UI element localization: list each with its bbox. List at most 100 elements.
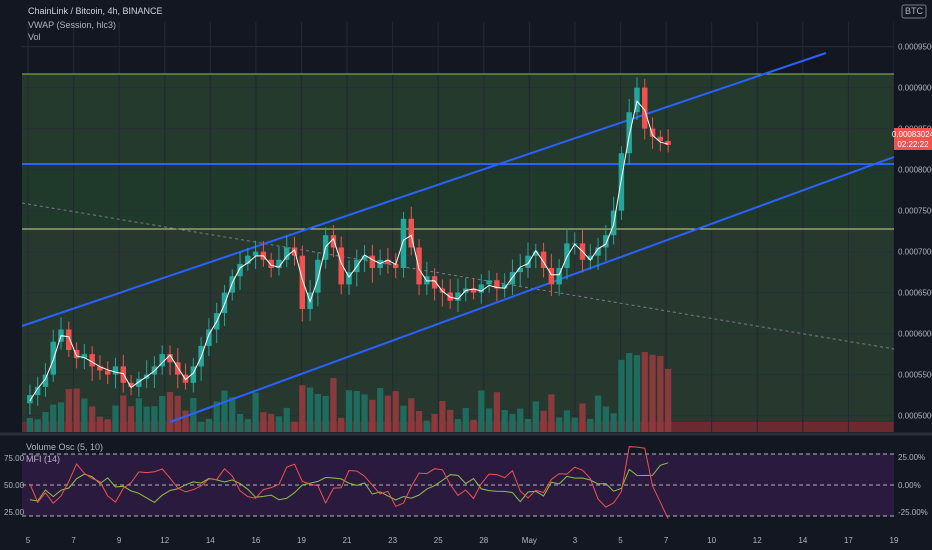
- volume-bar: [275, 416, 283, 432]
- volume-bar: [587, 418, 594, 432]
- time-tick-label: 14: [206, 536, 215, 545]
- candle-body: [361, 255, 368, 260]
- candle-body: [595, 247, 601, 256]
- candle-body: [408, 218, 414, 248]
- volume-bar: [151, 406, 158, 432]
- candle-body: [556, 268, 562, 285]
- volume-bar: [182, 410, 189, 432]
- volume-bar: [306, 387, 314, 432]
- price-tick-label: 0.00055000: [898, 371, 932, 380]
- time-ticks: 5 7 9 12 14 16 19 21 23 25 28 May 3 5 7 10 12 14 17 19: [26, 536, 899, 545]
- channel-lower-line[interactable]: [169, 156, 895, 423]
- volume-bar: [96, 416, 104, 432]
- volume-bar: [120, 395, 127, 432]
- volume-legend: Vol: [28, 32, 41, 42]
- candle-body: [299, 255, 306, 309]
- vwap-legend: VWAP (Session, hlc3): [28, 20, 116, 30]
- candle-body: [190, 366, 197, 383]
- mfi-line: [29, 446, 669, 519]
- volume-bar: [579, 403, 586, 432]
- price-tick-label: 0.00080000: [898, 166, 932, 175]
- time-tick-label: 14: [798, 536, 807, 545]
- time-tick-label: 21: [343, 536, 352, 545]
- volume-bar: [205, 418, 213, 432]
- volume-bar: [408, 398, 415, 432]
- price-tick-label: 0.00095000: [898, 43, 932, 52]
- volume-bar: [244, 419, 251, 432]
- candle-body: [626, 112, 632, 154]
- candle-body: [455, 292, 461, 301]
- candle-body: [167, 354, 173, 363]
- volume-bar: [221, 390, 228, 432]
- volume-bar: [268, 413, 275, 432]
- candle-body: [533, 251, 539, 256]
- price-tick-label: 0.00070000: [898, 248, 932, 257]
- volume-bar: [104, 419, 111, 432]
- volume-bar: [283, 407, 290, 432]
- volume-bar: [353, 390, 360, 432]
- volume-bar: [299, 385, 306, 432]
- candle-body: [392, 263, 399, 268]
- candle-body: [603, 235, 609, 248]
- candle-body: [369, 255, 376, 268]
- volume-bar: [610, 413, 617, 432]
- candle-body: [245, 255, 251, 264]
- volume-bar: [493, 392, 500, 432]
- candle-body: [431, 276, 438, 289]
- volume-bar: [509, 413, 516, 432]
- price-axis[interactable]: [894, 0, 932, 536]
- candle-body: [548, 268, 555, 285]
- osc-legend-mfi: MFI (14): [26, 454, 60, 464]
- candle-body: [315, 259, 321, 293]
- candle-body: [104, 370, 111, 375]
- price-tick-label: 0.00075000: [898, 207, 932, 216]
- volume-bar: [633, 355, 641, 432]
- volume-bar: [478, 390, 485, 432]
- volume-bar: [190, 397, 197, 432]
- volume-bar: [470, 419, 477, 432]
- candle-body: [268, 259, 274, 268]
- channel-upper-line[interactable]: [21, 52, 827, 327]
- candle-body: [81, 354, 88, 359]
- volume-bar: [166, 391, 174, 432]
- volume-osc-line: [29, 462, 669, 504]
- candle-body: [525, 255, 531, 268]
- volume-bar: [415, 410, 423, 432]
- volume-bar: [229, 397, 236, 432]
- candle-body: [564, 243, 570, 268]
- time-tick-label: 16: [251, 536, 260, 545]
- volume-bar: [314, 394, 321, 432]
- volume-bar: [462, 407, 469, 432]
- upper-zone-band: [22, 74, 894, 166]
- candle-body: [175, 362, 181, 375]
- candle-body: [618, 153, 625, 211]
- candle-body: [66, 329, 72, 350]
- candle-body: [237, 263, 243, 277]
- volume-bar: [392, 391, 399, 432]
- time-tick-label: 12: [753, 536, 762, 545]
- volume-bar: [540, 410, 547, 432]
- candle-body: [657, 136, 664, 141]
- candle-body: [330, 235, 337, 248]
- volume-bar: [618, 359, 625, 432]
- time-tick-label: 17: [844, 536, 853, 545]
- volume-bar: [431, 413, 438, 432]
- volume-bar: [447, 409, 454, 432]
- volume-bar: [42, 412, 49, 432]
- time-axis[interactable]: [0, 530, 894, 550]
- volume-bar: [626, 353, 633, 432]
- base-zone-band: [22, 230, 894, 422]
- candle-body: [385, 259, 391, 264]
- candle-body: [517, 268, 523, 273]
- candle-body: [276, 259, 282, 268]
- lower-zone-band: [22, 166, 894, 230]
- volume-bar: [657, 355, 664, 432]
- time-tick-label: 5: [618, 536, 623, 545]
- volume-bar: [330, 378, 337, 432]
- candle-body: [494, 280, 500, 289]
- volume-bar: [57, 402, 65, 432]
- volume-bar: [556, 417, 563, 432]
- candle-body: [73, 350, 80, 359]
- mfi-tick-50: 50.00: [4, 481, 25, 490]
